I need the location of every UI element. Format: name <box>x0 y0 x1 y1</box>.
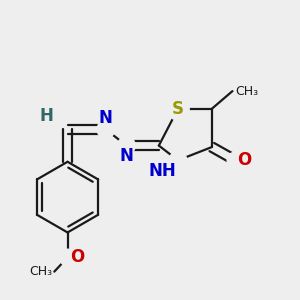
Text: CH₃: CH₃ <box>29 265 52 278</box>
Circle shape <box>40 110 52 122</box>
Circle shape <box>167 98 189 120</box>
Text: S: S <box>172 100 184 118</box>
Text: NH: NH <box>149 162 176 180</box>
Circle shape <box>118 137 135 154</box>
Circle shape <box>227 152 244 169</box>
Text: N: N <box>119 147 134 165</box>
Text: N: N <box>99 109 113 127</box>
Circle shape <box>169 152 187 169</box>
Circle shape <box>97 121 115 138</box>
Text: O: O <box>237 151 251 169</box>
Text: O: O <box>70 248 84 266</box>
Text: CH₃: CH₃ <box>235 85 258 98</box>
Circle shape <box>59 249 76 266</box>
Text: H: H <box>39 107 53 125</box>
